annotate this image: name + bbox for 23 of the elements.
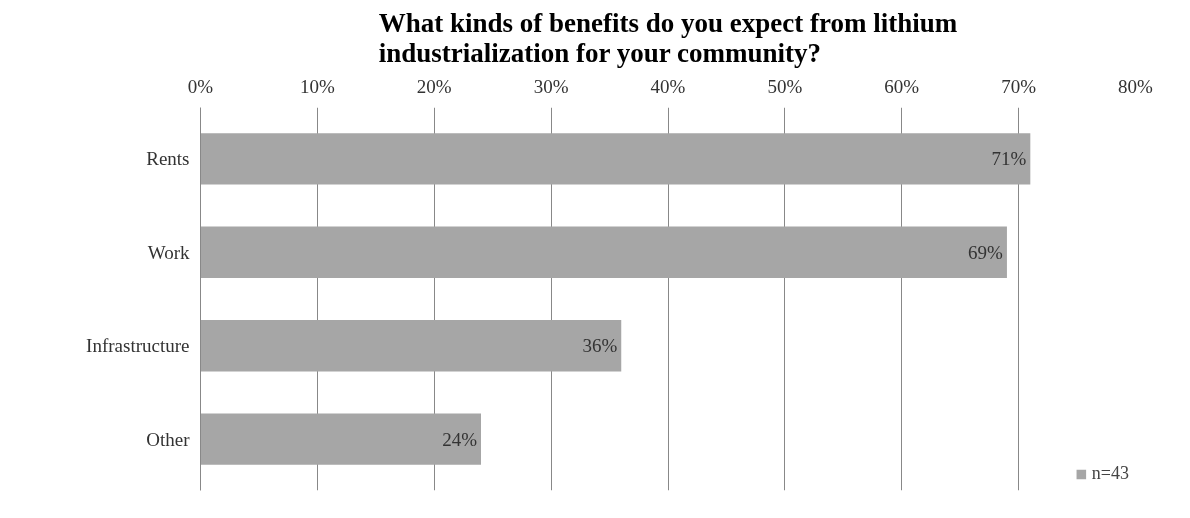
data-label: 71% [991, 148, 1027, 170]
x-tick-label: 80% [1118, 75, 1154, 97]
y-tick-label: Rents [146, 148, 190, 170]
data-label: 24% [442, 428, 478, 450]
bar [200, 413, 481, 465]
x-tick-label: 10% [299, 75, 335, 97]
x-tick-label: 40% [650, 75, 686, 97]
chart-title: What kinds of benefits do you expect from lithium industrialization for your community? [378, 7, 958, 68]
x-tick-label: 60% [884, 75, 920, 97]
y-tick-label: Other [146, 428, 191, 450]
y-tick-label: Infrastructure [86, 335, 190, 357]
x-tick-label: 50% [767, 75, 803, 97]
x-tick-label: 0% [187, 75, 214, 97]
bar [200, 226, 1007, 278]
data-label: 69% [968, 241, 1004, 263]
bar [200, 320, 622, 372]
legend-label: n=43 [1091, 463, 1129, 484]
x-tick-label: 30% [533, 75, 569, 97]
data-label: 36% [582, 335, 618, 357]
x-tick-label: 20% [416, 75, 452, 97]
x-tick-label: 70% [1001, 75, 1037, 97]
bar [200, 133, 1031, 185]
y-tick-label: Work [147, 241, 190, 263]
